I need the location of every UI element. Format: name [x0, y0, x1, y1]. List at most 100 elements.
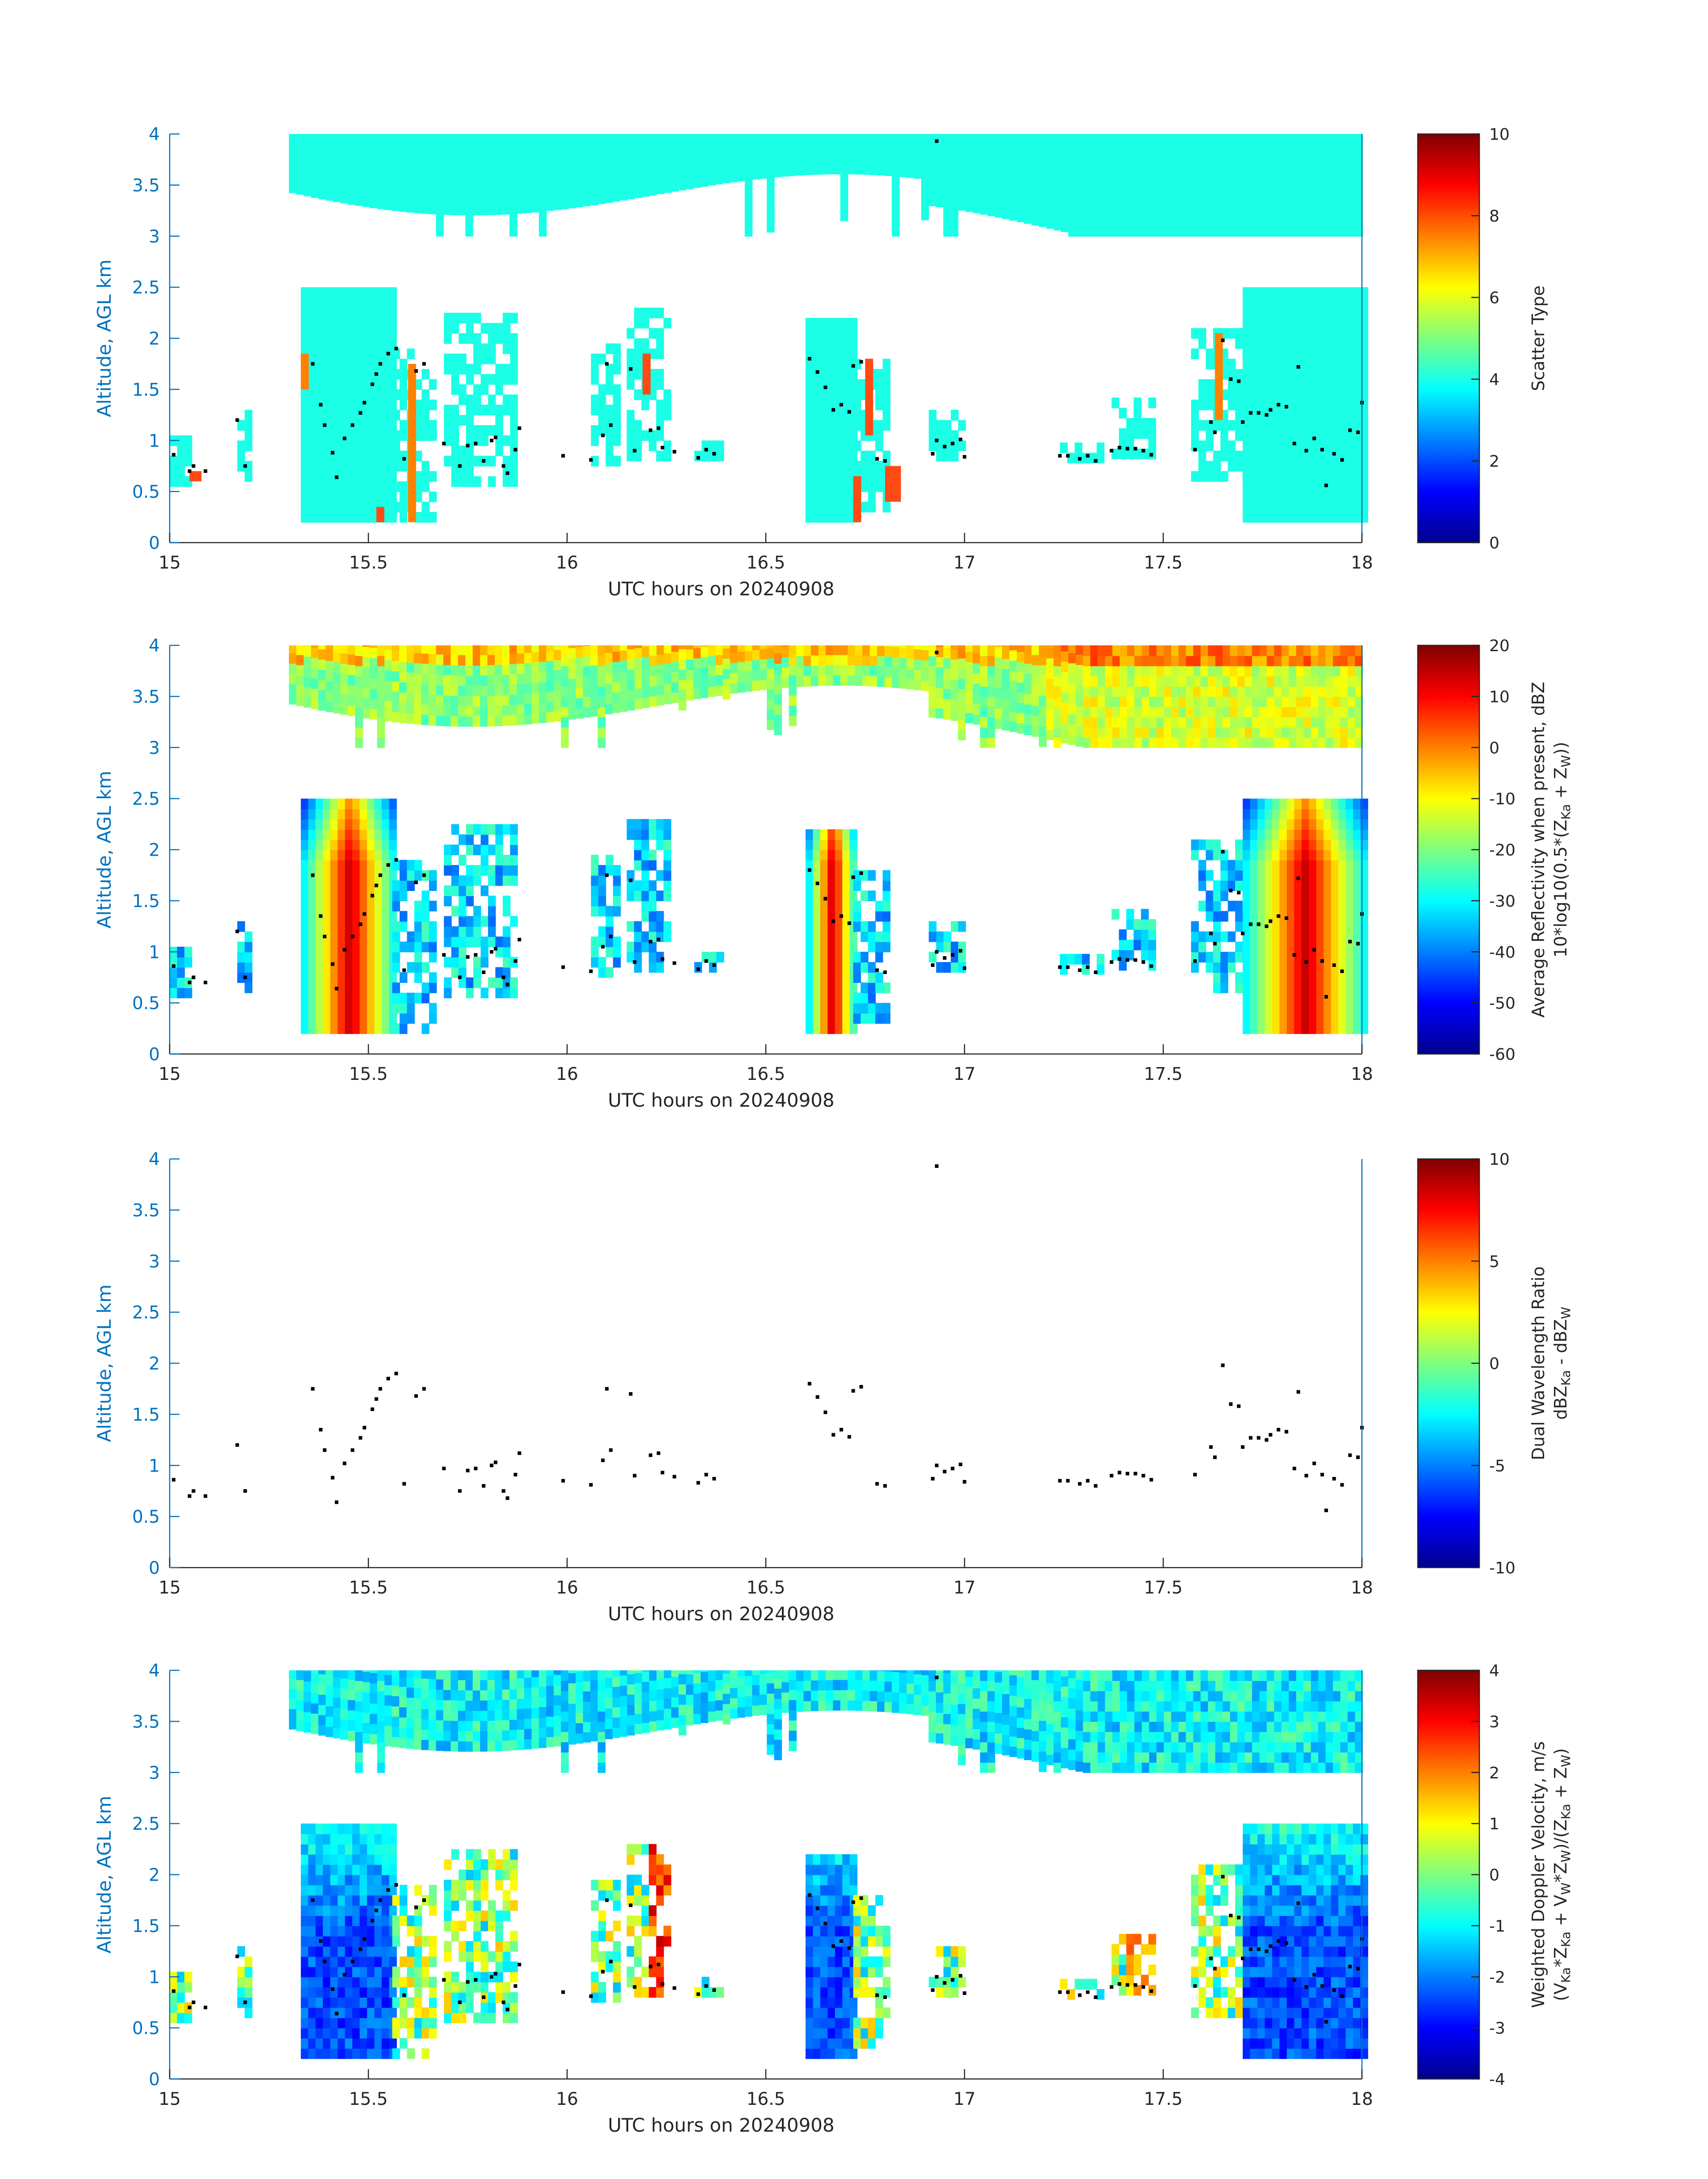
heatmap-cell	[635, 688, 642, 699]
heatmap-cell	[760, 645, 767, 649]
heatmap-cell	[1257, 1023, 1265, 1034]
heatmap-cell	[296, 695, 304, 706]
heatmap-cell	[382, 850, 389, 861]
heatmap-cell	[421, 653, 429, 664]
heatmap-cell	[1302, 287, 1309, 298]
heatmap-cell	[835, 840, 843, 850]
heatmap-cell	[1243, 972, 1250, 983]
heatmap-cell	[384, 670, 392, 681]
heatmap-cell	[316, 901, 323, 912]
heatmap-cell	[443, 143, 451, 154]
heatmap-cell	[709, 440, 717, 451]
heatmap-cell	[1287, 983, 1295, 993]
heatmap-cell	[892, 134, 899, 145]
heatmap-cell	[1294, 860, 1302, 870]
heatmap-cell	[316, 799, 323, 809]
heatmap-cell	[1235, 369, 1243, 380]
heatmap-cell	[1148, 439, 1156, 449]
heatmap-cell	[367, 901, 375, 912]
heatmap-cell	[1120, 656, 1128, 666]
heatmap-cell	[1265, 379, 1272, 390]
heatmap-cell	[958, 180, 965, 190]
heatmap-cell	[1282, 707, 1289, 717]
heatmap-cell	[421, 663, 429, 674]
heatmap-cell	[359, 809, 367, 820]
heatmap-cell	[488, 937, 496, 947]
heatmap-cell	[1010, 200, 1017, 210]
heatmap-cell	[400, 1013, 407, 1024]
heatmap-cell	[980, 645, 988, 656]
heatmap-cell	[406, 151, 414, 162]
heatmap-cell	[384, 169, 392, 180]
heatmap-cell	[813, 911, 820, 922]
heatmap-cell	[473, 425, 481, 436]
data-point	[1324, 484, 1328, 487]
heatmap-cell	[958, 440, 966, 451]
heatmap-cell	[1120, 185, 1128, 196]
heatmap-cell	[488, 977, 496, 988]
heatmap-cell	[389, 297, 397, 308]
heatmap-cell	[1303, 737, 1311, 748]
heatmap-region	[885, 466, 901, 502]
heatmap-cell	[1061, 134, 1069, 140]
heatmap-cell	[245, 941, 252, 952]
heatmap-cell	[943, 195, 951, 206]
heatmap-cell	[606, 906, 613, 916]
heatmap-cell	[345, 287, 352, 298]
heatmap-cell	[338, 410, 345, 421]
heatmap-cell	[304, 646, 311, 657]
heatmap-cell	[389, 512, 397, 523]
heatmap-cell	[850, 860, 857, 870]
heatmap-cell	[620, 190, 627, 201]
heatmap-cell	[973, 192, 980, 203]
heatmap-cell	[473, 824, 481, 835]
heatmap-cell	[510, 415, 518, 426]
data-point	[808, 357, 811, 360]
heatmap-cell	[561, 707, 568, 717]
heatmap-cell	[1274, 216, 1282, 226]
heatmap-cell	[443, 174, 451, 184]
heatmap-cell	[1230, 205, 1238, 216]
heatmap-cell	[605, 134, 613, 142]
heatmap-cell	[495, 384, 503, 395]
heatmap-cell	[466, 824, 473, 835]
heatmap-cell	[591, 937, 598, 947]
heatmap-cell	[1228, 860, 1236, 870]
heatmap-cell	[853, 962, 861, 973]
heatmap-cell	[316, 328, 323, 339]
heatmap-cell	[561, 188, 568, 199]
heatmap-cell	[1046, 198, 1054, 209]
heatmap-cell	[323, 287, 330, 298]
heatmap-cell	[1279, 328, 1287, 339]
heatmap-cell	[921, 680, 929, 691]
heatmap-cell	[1324, 400, 1331, 410]
heatmap-cell	[392, 952, 400, 962]
heatmap-cell	[444, 845, 451, 855]
heatmap-cell	[1002, 134, 1010, 138]
heatmap-cell	[367, 1013, 375, 1024]
heatmap-cell	[1272, 369, 1280, 380]
heatmap-cell	[842, 860, 850, 870]
heatmap-cell	[804, 645, 811, 656]
heatmap-cell	[352, 339, 360, 349]
heatmap-cell	[1215, 185, 1223, 196]
heatmap-cell	[1053, 727, 1061, 738]
heatmap-cell	[715, 654, 723, 665]
heatmap-cell	[1287, 451, 1295, 461]
heatmap-cell	[345, 339, 352, 349]
heatmap-cell	[1252, 165, 1260, 176]
heatmap-cell	[1333, 707, 1341, 717]
heatmap-cell	[170, 967, 177, 978]
heatmap-cell	[1208, 155, 1215, 165]
heatmap-cell	[1340, 686, 1348, 697]
heatmap-cell	[1324, 492, 1331, 502]
heatmap-cell	[1228, 962, 1236, 973]
heatmap-cell	[656, 379, 664, 390]
heatmap-cell	[1252, 727, 1260, 738]
heatmap-cell	[451, 824, 459, 835]
heatmap-cell	[510, 977, 518, 988]
heatmap-cell	[1076, 134, 1083, 145]
heatmap-cell	[1243, 983, 1250, 993]
heatmap-cell	[686, 158, 693, 169]
heatmap-cell	[1213, 461, 1221, 472]
